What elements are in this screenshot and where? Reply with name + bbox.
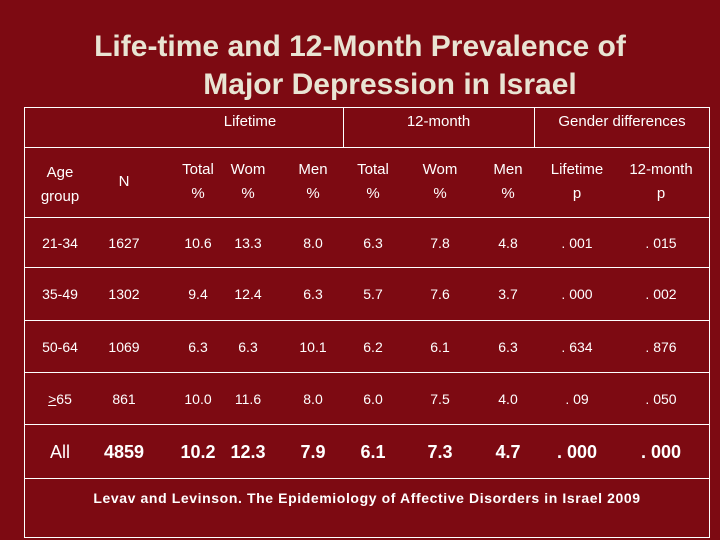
table-cell: 7.8	[430, 234, 450, 251]
column-header-line-2: %	[191, 185, 205, 202]
column-header-line-1: Total	[182, 161, 214, 178]
table-cell: 6.3	[303, 286, 323, 302]
table-cell: 10.6	[184, 234, 212, 251]
table-cell: 4859	[103, 441, 145, 462]
slide-title: Life-time and 12-Month Prevalence of Maj…	[0, 28, 720, 104]
column-header: Total%	[173, 150, 223, 214]
table-cell: 7.6	[430, 286, 450, 302]
column-header-line-2: %	[366, 185, 380, 202]
table-cell: . 876	[645, 338, 677, 355]
row-label: 35-49	[42, 286, 78, 302]
table-cell: 1627	[108, 234, 140, 251]
group-divider-1	[343, 107, 344, 147]
table-cell: 3.7	[498, 286, 518, 302]
row-divider	[24, 424, 710, 425]
column-header-line-1: Men	[298, 161, 328, 178]
table-cell: 10.0	[184, 390, 212, 407]
row-divider	[24, 320, 710, 321]
column-header-line-2: p	[572, 185, 582, 202]
table-cell: . 634	[561, 338, 593, 355]
row-divider	[24, 372, 710, 373]
citation: Levav and Levinson. The Epidemiology of …	[93, 490, 641, 506]
table-cell: 4.0	[498, 390, 518, 407]
column-header-line-2: %	[241, 185, 255, 202]
table-cell: 6.1	[430, 338, 450, 355]
table-cell: 1069	[108, 338, 140, 355]
column-header: Total%	[345, 150, 401, 214]
table-cell: 1302	[108, 286, 140, 302]
table-cell: 6.1	[360, 441, 386, 462]
column-header-line-1: Wom	[230, 161, 266, 178]
table-cell: 12.4	[234, 286, 262, 302]
table-cell: . 000	[556, 441, 598, 462]
column-header: Age group	[25, 150, 95, 214]
table-cell: . 015	[645, 234, 677, 251]
title-line-1: Life-time and 12-Month Prevalence of	[94, 30, 626, 63]
column-header-line-1: Total	[357, 161, 389, 178]
table-cell: 7.9	[300, 441, 326, 462]
column-header-line-2: %	[306, 185, 320, 202]
column-header: Men%	[285, 150, 341, 214]
table-cell: 4.7	[495, 441, 521, 462]
table-cell: 8.0	[303, 390, 323, 407]
column-header-line-1: Lifetime	[550, 161, 604, 178]
row-divider	[24, 217, 710, 218]
row-divider	[24, 478, 710, 479]
column-header: Lifetime p	[541, 150, 613, 214]
column-header: N	[96, 150, 152, 214]
table-cell: . 000	[640, 441, 682, 462]
table-cell: . 000	[561, 286, 593, 302]
group-divider-2	[534, 107, 535, 147]
column-header-line-2: group	[40, 188, 80, 205]
column-header-line-2: %	[501, 185, 515, 202]
column-header-line-1: Wom	[422, 161, 458, 178]
table-cell: 6.3	[498, 338, 518, 355]
table-cell: 10.1	[299, 338, 327, 355]
table-cell: 861	[112, 390, 136, 407]
row-label: 50-64	[42, 338, 78, 355]
table-cell: 6.3	[363, 234, 383, 251]
table-cell: 5.7	[363, 286, 383, 302]
table-cell: 8.0	[303, 234, 323, 251]
column-header-line-2: %	[433, 185, 447, 202]
row-label: All	[49, 441, 70, 462]
column-header-line-1: Age	[46, 164, 74, 181]
table-cell: . 001	[561, 234, 593, 251]
column-header: Men%	[480, 150, 536, 214]
row-divider	[24, 147, 710, 148]
table-cell: 9.4	[188, 286, 208, 302]
table-cell: 6.3	[238, 338, 258, 355]
table-cell: 6.2	[363, 338, 383, 355]
table-cell: 7.5	[430, 390, 450, 407]
column-header: 12-month p	[616, 150, 706, 214]
table-cell: 6.3	[188, 338, 208, 355]
table-cell: 12.3	[230, 441, 266, 462]
table-frame	[24, 107, 710, 538]
table-cell: . 09	[565, 390, 589, 407]
table-cell: 13.3	[234, 234, 262, 251]
table-cell: 11.6	[234, 390, 262, 407]
row-label: 21-34	[42, 234, 78, 251]
column-header: Wom%	[410, 150, 470, 214]
group-header-12-month: 12-month	[406, 113, 471, 130]
table-cell: 6.0	[363, 390, 383, 407]
table-cell: 4.8	[498, 234, 518, 251]
table-cell: . 050	[645, 390, 677, 407]
row-divider	[24, 267, 710, 268]
table-cell: . 002	[645, 286, 677, 302]
table-cell: 7.3	[427, 441, 453, 462]
title-line-2: Major Depression in Israel	[203, 68, 577, 101]
column-header-line-1: Men	[493, 161, 523, 178]
column-header-line-2: p	[656, 185, 666, 202]
column-header: Wom%	[223, 150, 273, 214]
column-header-line-1: N	[118, 173, 130, 190]
group-header-lifetime: Lifetime	[223, 113, 277, 130]
table-cell: 10.2	[180, 441, 216, 462]
row-label: >65	[48, 390, 72, 407]
group-header-gender: Gender differences	[558, 113, 686, 130]
column-header-line-1: 12-month	[629, 161, 693, 178]
